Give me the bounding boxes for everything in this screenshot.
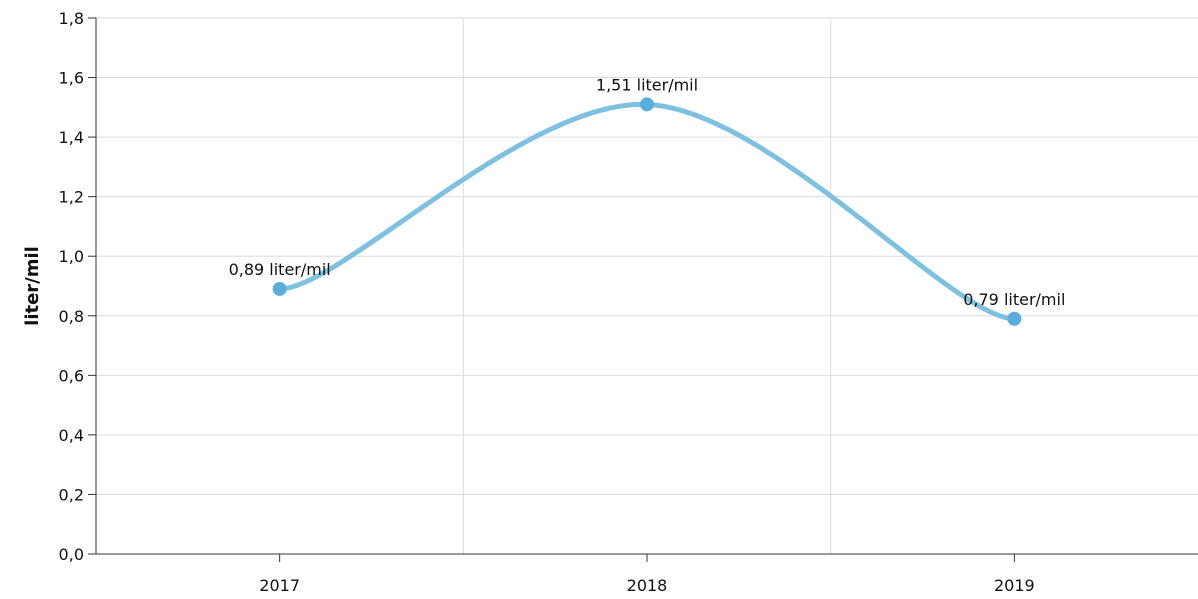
x-tick-label: 2019 — [994, 576, 1035, 595]
data-point — [1007, 311, 1022, 326]
data-label: 0,89 liter/mil — [229, 260, 331, 279]
y-tick-label: 1,4 — [59, 128, 84, 147]
y-tick-label: 0,8 — [59, 307, 84, 326]
y-tick-label: 0,0 — [59, 545, 84, 564]
series-line — [277, 101, 1017, 322]
data-labels: 0,89 liter/mil 1,51 liter/mil 0,79 liter/m… — [229, 75, 1066, 308]
y-tick-label: 1,2 — [59, 188, 84, 207]
series-group — [272, 97, 1022, 326]
y-axis-title: liter/mil — [22, 246, 43, 326]
data-point — [640, 97, 654, 112]
x-axis-ticks: 2017 2018 2019 — [259, 554, 1035, 595]
y-tick-label: 1,8 — [59, 9, 84, 28]
y-tick-label: 0,6 — [59, 366, 84, 385]
x-tick-label: 2017 — [259, 576, 300, 595]
data-point — [272, 281, 287, 296]
y-axis-ticks: 0,0 0,2 0,4 0,6 0,8 1,0 1,2 1,4 1,6 1,8 — [59, 9, 96, 564]
data-label: 1,51 liter/mil — [596, 75, 698, 94]
gridlines — [96, 17, 1198, 554]
y-tick-label: 1,0 — [59, 247, 84, 266]
y-tick-label: 1,6 — [59, 69, 84, 88]
data-label: 0,79 liter/mil — [963, 290, 1065, 309]
y-tick-label: 0,4 — [59, 426, 84, 445]
x-tick-label: 2018 — [627, 576, 668, 595]
y-tick-label: 0,2 — [59, 485, 84, 504]
